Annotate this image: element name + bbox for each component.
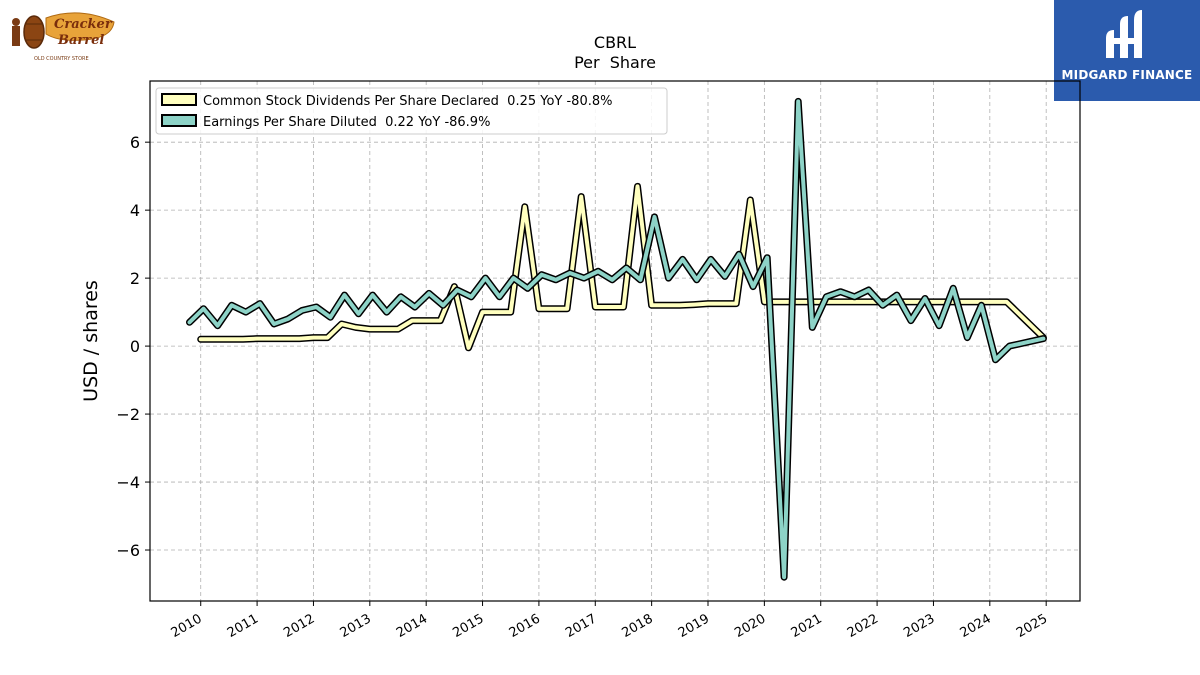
legend-label: Earnings Per Share Diluted 0.22 YoY -86.… [203, 115, 490, 130]
barrel-icon: Cracker Barrel [12, 12, 115, 49]
y-tick-label: 6 [130, 133, 140, 152]
x-tick-label: 2019 [676, 611, 712, 641]
y-axis: −6 −4 −2 0 2 4 6 [116, 133, 150, 560]
x-tick-label: 2022 [845, 611, 881, 641]
x-tick-label: 2020 [732, 611, 768, 641]
legend-swatch [161, 93, 197, 106]
legend-box [155, 87, 668, 135]
legend-swatch [161, 114, 197, 127]
midgard-finance-label: MIDGARD FINANCE [1061, 68, 1193, 82]
series-1-line [187, 99, 1046, 580]
y-tick-label: 4 [130, 201, 140, 220]
x-tick-label: 2017 [563, 611, 599, 641]
y-tick-label: −2 [116, 405, 140, 424]
y-tick-label: 0 [130, 337, 140, 356]
x-tick-label: 2024 [958, 611, 994, 641]
logo-text-cracker: Cracker [54, 17, 113, 32]
y-tick-label: −6 [116, 541, 140, 560]
x-tick-label: 2012 [281, 611, 317, 641]
legend: Common Stock Dividends Per Share Declare… [155, 87, 668, 135]
x-tick-label: 2016 [507, 611, 543, 641]
y-tick-label: 2 [130, 269, 140, 288]
logo-subtext: OLD COUNTRY STORE [34, 56, 89, 62]
y-axis-label: USD / shares [80, 280, 102, 402]
cracker-barrel-logo: Cracker Barrel OLD COUNTRY STORE [4, 4, 116, 64]
x-tick-label: 2021 [789, 611, 825, 641]
x-tick-label: 2015 [450, 611, 486, 641]
x-axis: 2010 2011 2012 2013 2014 2015 2016 2017 2018 2019… [169, 601, 1050, 641]
x-tick-label: 2025 [1014, 611, 1050, 641]
series-lines [186, 97, 1047, 581]
y-tick-label: −4 [116, 473, 140, 492]
x-tick-label: 2023 [901, 611, 937, 641]
x-tick-label: 2010 [169, 611, 205, 641]
x-tick-label: 2013 [338, 611, 374, 641]
x-tick-label: 2018 [619, 611, 655, 641]
midgard-finance-logo: MIDGARD FINANCE [1054, 0, 1200, 101]
midgard-mark-icon [1106, 10, 1142, 58]
x-tick-label: 2014 [394, 611, 430, 641]
chart-subtitle: Per Share [574, 53, 656, 72]
chart-title: CBRL [594, 33, 636, 52]
plot-frame [149, 80, 1081, 602]
logo-text-barrel: Barrel [57, 33, 104, 48]
x-tick-label: 2011 [225, 611, 261, 641]
legend-label: Common Stock Dividends Per Share Declare… [203, 94, 612, 109]
